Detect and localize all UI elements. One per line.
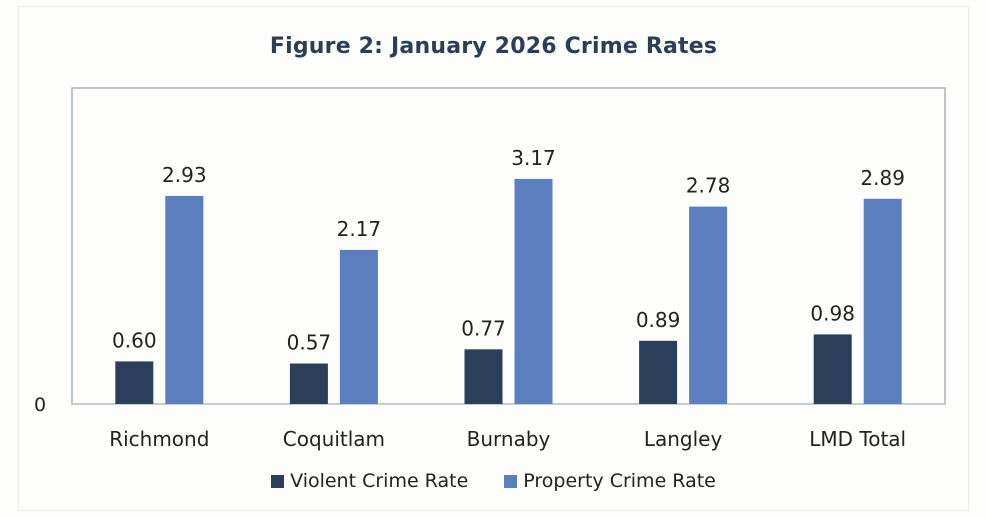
bar-property [514, 178, 553, 404]
data-label-property: 2.78 [686, 174, 731, 198]
bar-violent [464, 349, 503, 404]
legend-label-violent: Violent Crime Rate [290, 470, 469, 492]
bar-property [689, 206, 728, 404]
data-label-property: 3.17 [511, 146, 556, 170]
data-label-violent: 0.89 [636, 308, 681, 332]
bar-property [339, 249, 378, 404]
chart-title: Figure 2: January 2026 Crime Rates [269, 34, 718, 59]
bar-property [165, 195, 204, 404]
x-tick-label: Coquitlam [283, 427, 385, 451]
data-label-property: 2.17 [337, 217, 382, 241]
legend-label-property: Property Crime Rate [523, 470, 716, 492]
data-label-violent: 0.77 [461, 316, 506, 340]
data-label-violent: 0.60 [112, 328, 157, 352]
bar-violent [813, 334, 852, 404]
chart-legend: Violent Crime Rate Property Crime Rate [0, 470, 987, 492]
bar-violent [115, 361, 154, 404]
y-tick-label: 0 [34, 394, 46, 416]
bar-property [863, 198, 902, 404]
data-label-property: 2.89 [860, 166, 905, 190]
bar-violent [639, 340, 678, 404]
legend-swatch-violent [271, 474, 285, 488]
legend-item-property: Property Crime Rate [504, 470, 716, 492]
data-label-violent: 0.98 [810, 301, 855, 325]
data-label-violent: 0.57 [287, 331, 332, 355]
figure-border [18, 6, 969, 511]
x-tick-label: Langley [644, 427, 723, 451]
bar-violent [289, 363, 328, 404]
x-tick-label: Burnaby [467, 427, 551, 451]
legend-swatch-property [504, 474, 518, 488]
x-tick-label: Richmond [109, 427, 209, 451]
x-tick-label: LMD Total [809, 427, 906, 451]
legend-item-violent: Violent Crime Rate [271, 470, 468, 492]
data-label-property: 2.93 [162, 163, 207, 187]
